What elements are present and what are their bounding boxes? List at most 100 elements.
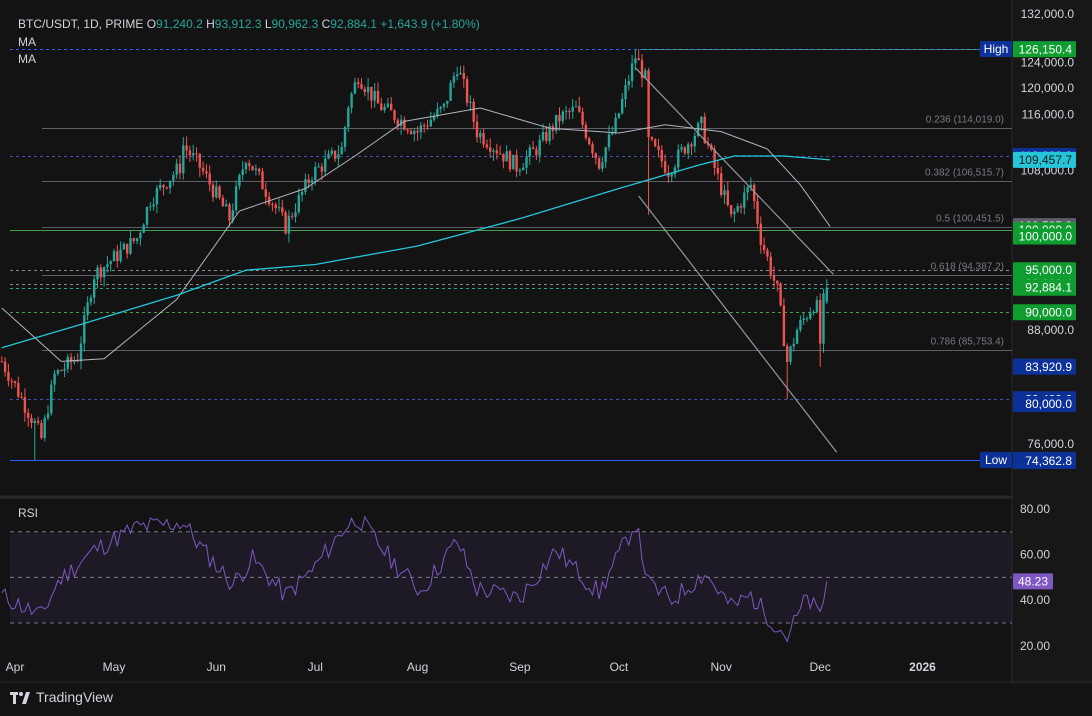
candle-body	[291, 215, 294, 217]
candle-body	[416, 130, 419, 133]
candle-body	[93, 279, 96, 298]
price-label-bg	[1013, 228, 1076, 245]
candle-body	[195, 153, 198, 155]
candle-body	[406, 129, 409, 132]
ma-legend-1[interactable]: MA	[18, 35, 36, 49]
fib-level-label: 0.236 (114,019.0)	[926, 115, 1004, 126]
candle-body	[720, 173, 723, 196]
candle-body	[73, 360, 76, 363]
price-label-bg	[1013, 358, 1076, 375]
candle-body	[228, 204, 231, 221]
candle-body	[597, 158, 601, 169]
trend-channel-line	[638, 195, 838, 453]
candle-body	[673, 167, 677, 175]
candle-body	[178, 163, 182, 174]
candle-body	[663, 161, 667, 173]
candle-body	[522, 167, 525, 171]
candle-body	[403, 119, 406, 130]
candle-body	[320, 166, 324, 172]
candle-body	[172, 174, 175, 181]
candle-body	[383, 106, 386, 111]
symbol-title[interactable]: BTC/USDT, 1D, PRIME	[18, 17, 144, 31]
tradingview-name: TradingView	[36, 689, 114, 705]
candle-body	[571, 106, 574, 112]
time-axis-label: Jun	[207, 660, 226, 674]
candle-body	[634, 58, 637, 64]
candle-body	[743, 192, 746, 208]
time-axis-label: Nov	[711, 660, 732, 674]
candle-body	[495, 150, 498, 154]
candle-body	[297, 194, 300, 212]
candle-body	[535, 149, 538, 156]
candle-body	[442, 103, 446, 107]
candle-body	[779, 283, 782, 306]
candle-body	[185, 145, 188, 151]
price-label-bg	[1013, 262, 1076, 279]
candle-body	[56, 370, 60, 374]
rsi-legend[interactable]: RSI	[18, 506, 39, 520]
close-value: 92,884.1	[330, 17, 377, 31]
price-label-bg	[1013, 41, 1076, 58]
candle-body	[531, 147, 535, 150]
candle-body	[284, 212, 287, 234]
time-axis-label: May	[103, 660, 126, 674]
open-value: 91,240.2	[156, 17, 203, 31]
candle-body	[630, 63, 634, 81]
tradingview-logo[interactable]: TradingView	[10, 689, 113, 705]
candle-body	[683, 147, 687, 154]
candle-body	[739, 206, 743, 208]
candle-body	[548, 126, 551, 142]
candle-body	[215, 186, 218, 198]
rsi-pane	[1, 515, 1012, 643]
ma-legend-2[interactable]: MA	[18, 52, 36, 66]
candle-body	[10, 380, 13, 382]
fib-level-label: 0.5 (100,451.5)	[936, 214, 1004, 225]
fib-level-label: 0.618 (94,387.2)	[931, 262, 1004, 273]
rsi-value-label-bg	[1013, 573, 1053, 590]
candle-body	[795, 330, 799, 344]
candle-body	[159, 184, 162, 189]
candle-body	[621, 99, 624, 114]
change-value: +1,643.9 (+1.80%)	[380, 17, 480, 31]
price-label: 100,000.0	[1019, 230, 1073, 244]
rsi-line	[1, 515, 828, 643]
candle-body	[366, 86, 370, 93]
candle-body	[436, 108, 439, 117]
candle-body	[126, 243, 129, 254]
candle-body	[660, 150, 663, 162]
candle-body	[274, 204, 277, 209]
candle-body	[119, 249, 122, 262]
candle-body	[607, 134, 611, 148]
candle-body	[439, 106, 442, 109]
candle-body	[637, 58, 640, 61]
price-axis-tick: 120,000.0	[1021, 81, 1075, 95]
candle-body	[815, 300, 819, 312]
candle-body	[753, 184, 756, 202]
candle-body	[716, 167, 720, 174]
candle-body	[277, 207, 281, 209]
candle-body	[3, 361, 7, 372]
candle-body	[419, 125, 423, 133]
candle-body	[396, 120, 399, 126]
price-label: 83,920.9	[1025, 360, 1072, 374]
candle-body	[558, 114, 561, 122]
candle-body	[264, 189, 267, 197]
trend-channel-line	[634, 67, 834, 275]
price-tag-label: Low	[985, 453, 1007, 467]
candle-body	[370, 86, 373, 101]
candle-body	[53, 373, 56, 385]
candle-body	[182, 145, 185, 174]
candle-body	[624, 85, 627, 100]
candle-body	[413, 130, 416, 134]
candle-body	[515, 154, 518, 172]
candle-body	[340, 147, 343, 155]
candle-body	[657, 146, 660, 151]
candle-body	[343, 127, 347, 148]
candle-body	[135, 238, 139, 241]
price-label-bg	[1013, 279, 1076, 296]
candle-body	[300, 191, 304, 195]
candle-body	[66, 357, 69, 369]
candle-body	[234, 186, 238, 211]
